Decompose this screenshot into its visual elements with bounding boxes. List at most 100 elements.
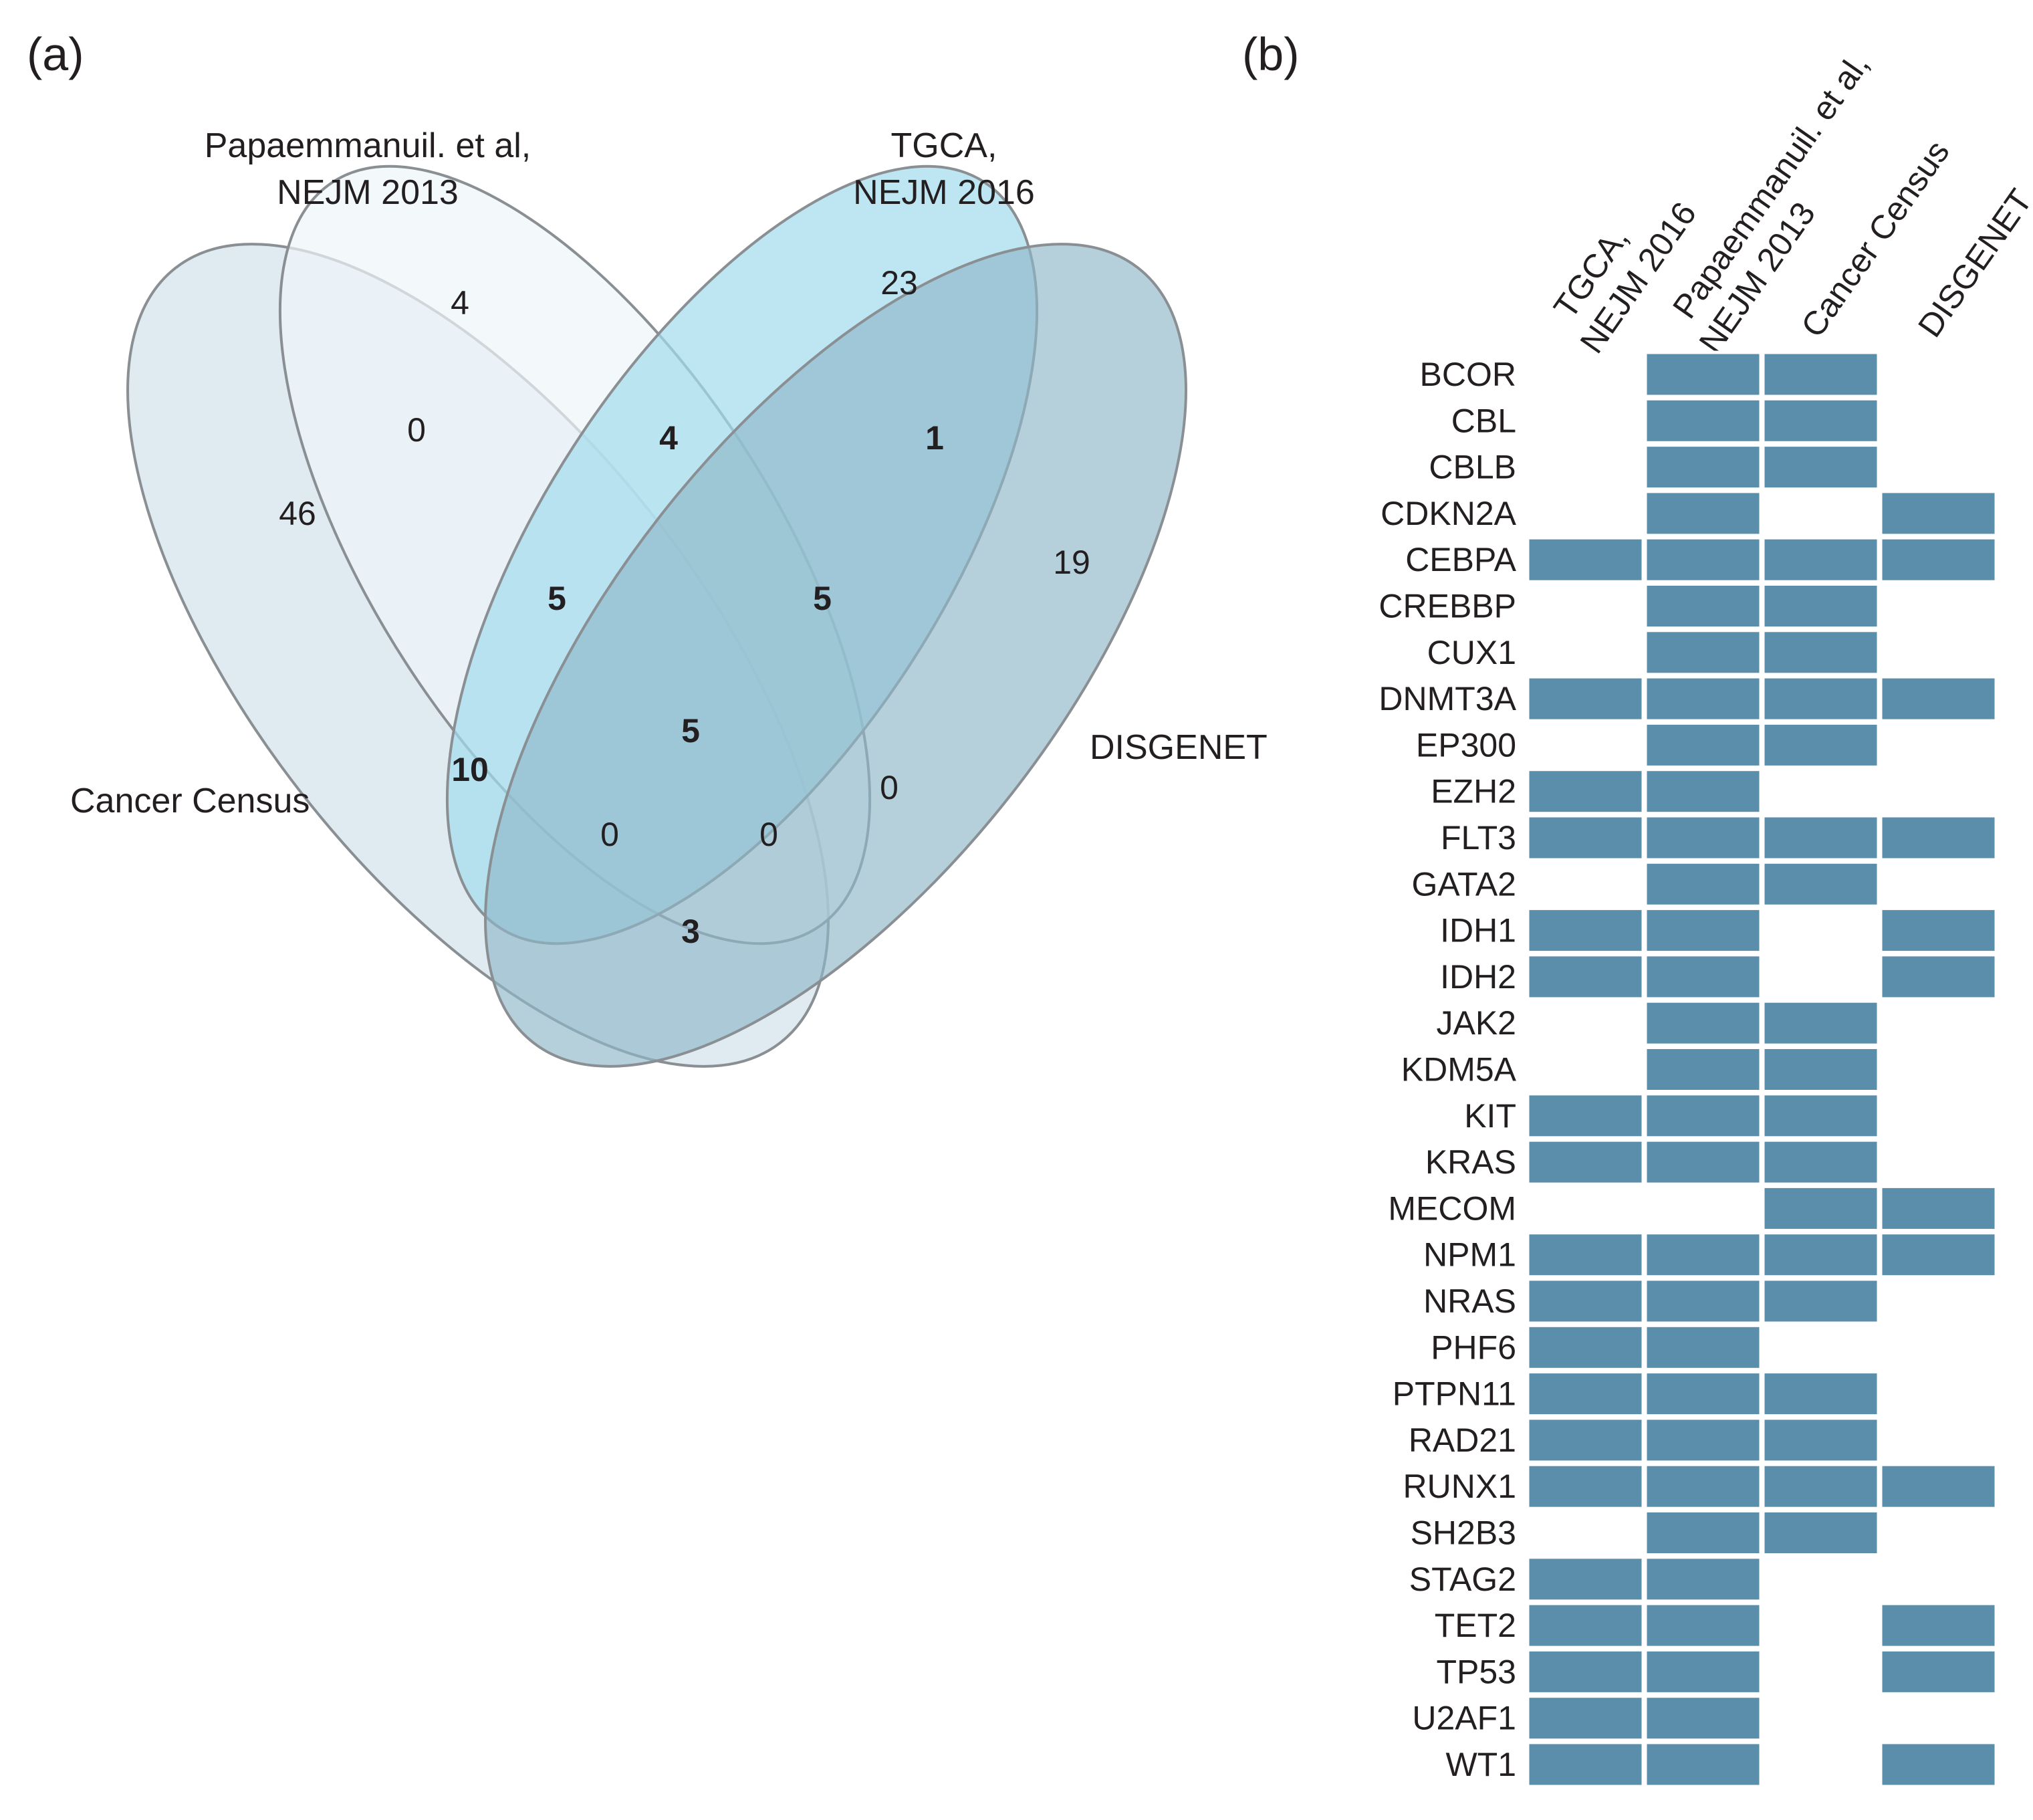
- gene-label: MECOM: [1388, 1189, 1516, 1227]
- matrix-cell: [1879, 907, 1998, 955]
- matrix-cell: [1761, 1184, 1881, 1232]
- count-cc-pap: 0: [407, 411, 426, 449]
- matrix-cell: [1761, 1231, 1881, 1279]
- gene-label: PTPN11: [1393, 1375, 1516, 1413]
- gene-label: EZH2: [1431, 773, 1516, 810]
- matrix-cell: [1643, 489, 1763, 538]
- count-cc-pap-tgca: 5: [548, 580, 566, 617]
- matrix-cell: [1526, 1323, 1645, 1371]
- matrix-cell: [1761, 1092, 1881, 1140]
- matrix-cell: [1526, 1462, 1645, 1510]
- matrix-cell: [1643, 1740, 1763, 1789]
- matrix-cell: [1526, 907, 1645, 955]
- matrix-cell: [1643, 675, 1763, 723]
- matrix-cell: [1526, 1370, 1645, 1418]
- gene-label: NRAS: [1423, 1282, 1516, 1320]
- matrix-cell: [1761, 443, 1881, 491]
- panel-a-label: (a): [27, 28, 84, 80]
- matrix-cell: [1643, 1555, 1763, 1603]
- count-pap-tgca: 4: [659, 419, 678, 457]
- matrix-cell: [1761, 1370, 1881, 1418]
- matrix-cell: [1761, 582, 1881, 630]
- gene-label: RUNX1: [1403, 1468, 1516, 1505]
- gene-label: KRAS: [1425, 1143, 1516, 1181]
- matrix-cell: [1761, 396, 1881, 445]
- matrix-cell: [1761, 1138, 1881, 1186]
- matrix-cell: [1526, 1647, 1645, 1696]
- matrix-cell: [1526, 1277, 1645, 1325]
- count-cancer-census-only: 46: [279, 495, 316, 532]
- gene-label: FLT3: [1441, 819, 1516, 857]
- matrix-cell: [1761, 860, 1881, 908]
- matrix-cell: [1526, 953, 1645, 1001]
- disgenet-ellipse: [484, 243, 1187, 1068]
- matrix-cell: [1526, 1416, 1645, 1464]
- matrix-cell: [1643, 1647, 1763, 1696]
- tgca-label-line2: NEJM 2016: [853, 173, 1035, 212]
- matrix-cell: [1643, 768, 1763, 816]
- gene-label: SH2B3: [1411, 1514, 1516, 1552]
- matrix-cell: [1761, 1462, 1881, 1510]
- matrix-cell: [1761, 629, 1881, 677]
- matrix-cell: [1879, 1740, 1998, 1789]
- gene-label: U2AF1: [1412, 1700, 1516, 1737]
- venn-panel: (a) Papaemmanuil. et al, NEJM 2013 TGCA,…: [27, 28, 1268, 1068]
- matrix-cell: [1879, 1184, 1998, 1232]
- matrix-cell: [1526, 1694, 1645, 1742]
- matrix-cell: [1526, 1601, 1645, 1650]
- column-header-disgenet: DISGENET: [1911, 183, 2033, 344]
- matrix-cell: [1879, 1231, 1998, 1279]
- matrix-cell: [1879, 1647, 1998, 1696]
- column-header-tgca: TGCA, NEJM 2016: [1546, 195, 1703, 360]
- matrix-cell: [1761, 721, 1881, 769]
- matrix-cell: [1526, 675, 1645, 723]
- matrix-cell: [1643, 1046, 1763, 1093]
- gene-label: CBL: [1451, 402, 1516, 439]
- matrix-cell: [1761, 1277, 1881, 1325]
- matrix-cells: [1526, 350, 1998, 1789]
- gene-label: RAD21: [1409, 1421, 1516, 1459]
- matrix-cell: [1643, 814, 1763, 862]
- count-tgca-dis: 1: [925, 419, 944, 457]
- matrix-cell: [1643, 1277, 1763, 1325]
- matrix-cell: [1761, 1046, 1881, 1093]
- matrix-cell: [1761, 1416, 1881, 1464]
- count-disgenet-only: 19: [1053, 544, 1090, 581]
- column-header-papaemmanuil: Papaemmanuil. et al, NEJM 2013: [1665, 46, 1876, 360]
- matrix-cell: [1761, 999, 1881, 1047]
- gene-label: CBLB: [1429, 449, 1516, 486]
- matrix-cell: [1643, 396, 1763, 445]
- papaemmanuil-label-line2: NEJM 2013: [277, 173, 459, 212]
- count-pap-tgca-dis: 5: [813, 580, 832, 617]
- gene-labels: BCOR CBL CBLB CDKN2A CEBPA CREBBP CUX1 DNMT3A EP…: [1379, 356, 1516, 1783]
- gene-label: JAK2: [1436, 1004, 1516, 1042]
- matrix-cell: [1643, 629, 1763, 677]
- gene-label: WT1: [1445, 1746, 1516, 1783]
- gene-label: DNMT3A: [1379, 680, 1516, 717]
- gene-label: NPM1: [1423, 1236, 1516, 1274]
- matrix-cell: [1643, 582, 1763, 630]
- matrix-cell: [1761, 536, 1881, 584]
- matrix-cell: [1643, 953, 1763, 1001]
- count-cc-tgca-dis: 0: [600, 816, 619, 853]
- matrix-cell: [1526, 814, 1645, 862]
- matrix-cell: [1643, 350, 1763, 399]
- count-cc-dis: 3: [681, 913, 700, 950]
- matrix-cell: [1879, 1601, 1998, 1650]
- count-papaemmanuil-only: 4: [451, 284, 469, 322]
- gene-label: CUX1: [1427, 634, 1516, 671]
- gene-label: KDM5A: [1401, 1051, 1517, 1089]
- matrix-cell: [1879, 675, 1998, 723]
- matrix-cell: [1526, 1092, 1645, 1140]
- matrix-cell: [1643, 1370, 1763, 1418]
- gene-label: TET2: [1435, 1607, 1516, 1644]
- count-cc-pap-dis: 0: [759, 816, 778, 853]
- matrix-cell: [1879, 536, 1998, 584]
- matrix-cell: [1643, 1601, 1763, 1650]
- gene-label: PHF6: [1431, 1329, 1516, 1366]
- matrix-cell: [1526, 1740, 1645, 1789]
- matrix-cell: [1643, 907, 1763, 955]
- gene-label: CDKN2A: [1381, 495, 1516, 532]
- matrix-cell: [1643, 1462, 1763, 1510]
